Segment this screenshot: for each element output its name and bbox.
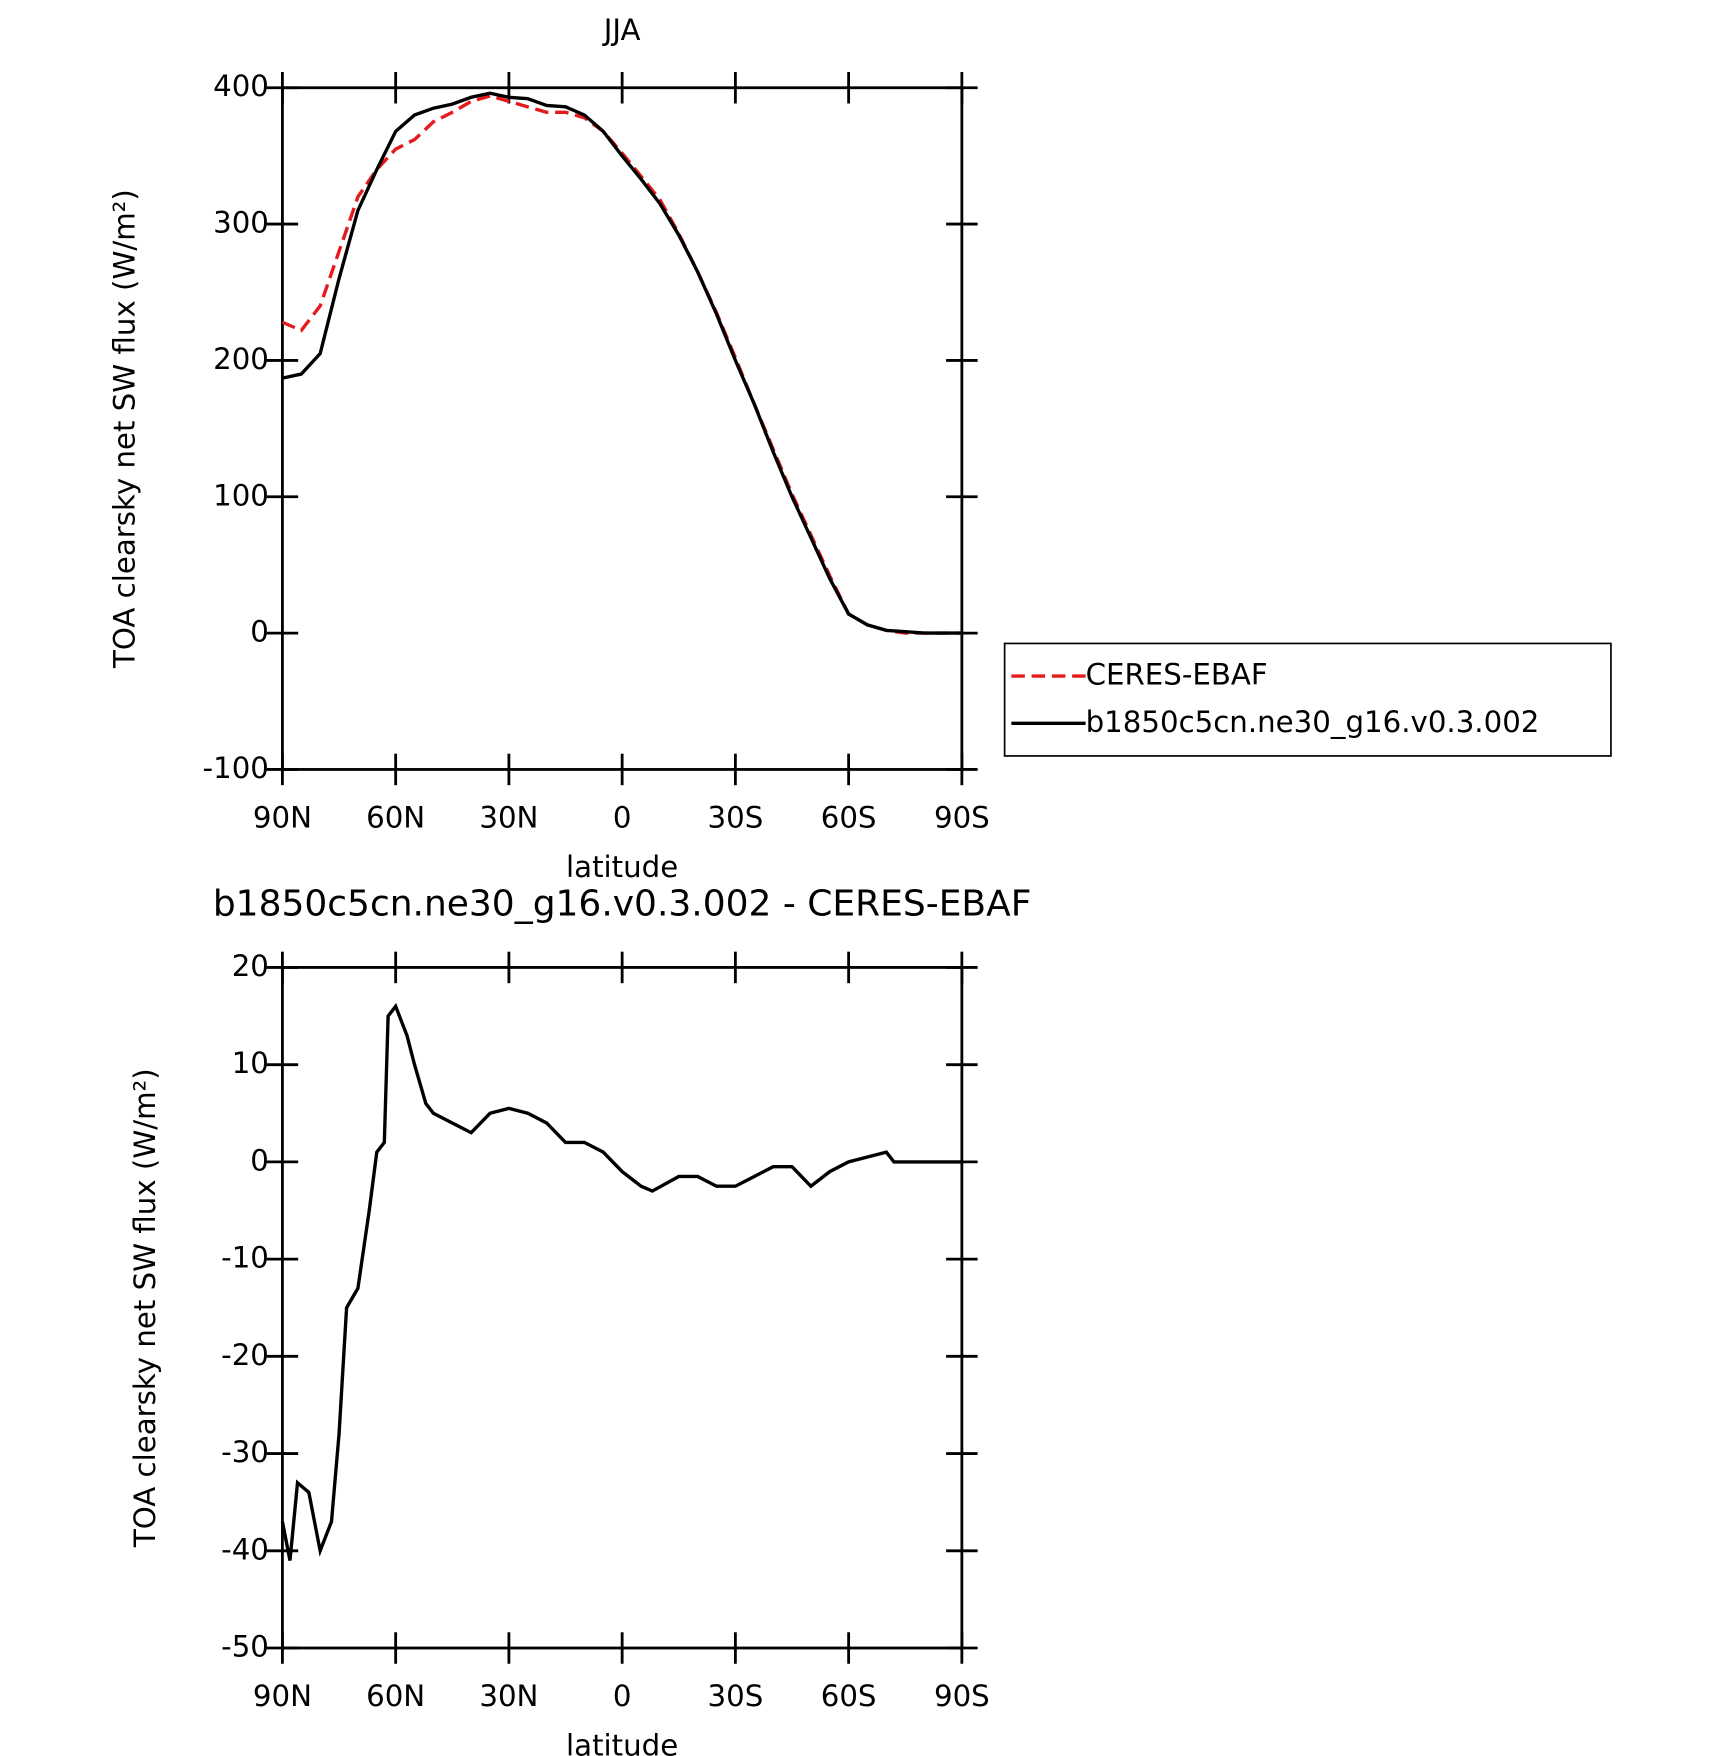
x-axis-label: latitude <box>566 1729 678 1756</box>
chart-title: JJA <box>602 13 641 47</box>
y-tick-label: 100 <box>213 478 269 512</box>
x-tick-label: 30N <box>479 1679 538 1713</box>
x-tick-label: 90N <box>253 1679 312 1713</box>
legend-label: CERES-EBAF <box>1086 658 1268 692</box>
x-tick-label: 60S <box>821 1679 877 1713</box>
y-axis-label: TOA clearsky net SW flux (W/m²) <box>128 1068 162 1548</box>
y-tick-label: 0 <box>250 1143 269 1177</box>
x-tick-label: 0 <box>613 800 632 834</box>
data-line <box>282 91 962 635</box>
y-tick-label: -50 <box>221 1630 269 1664</box>
data-line <box>280 1002 962 1561</box>
x-tick-label: 60N <box>366 1679 425 1713</box>
x-tick-label: 30S <box>708 800 764 834</box>
y-tick-label: 0 <box>250 615 269 649</box>
x-tick-label: 30N <box>479 800 538 834</box>
y-tick-label: 300 <box>213 206 269 240</box>
y-tick-label: 20 <box>232 949 269 983</box>
legend-box <box>1003 642 1612 757</box>
y-tick-label: -20 <box>221 1338 269 1372</box>
y-tick-label: 10 <box>232 1046 269 1080</box>
legend-label: b1850c5cn.ne30_g16.v0.3.002 <box>1086 705 1540 739</box>
x-tick-label: 90S <box>934 800 990 834</box>
data-line <box>281 94 962 635</box>
x-axis-label: latitude <box>566 850 678 884</box>
x-tick-label: 60N <box>366 800 425 834</box>
y-tick-label: -30 <box>221 1435 269 1469</box>
x-tick-label: 90S <box>934 1679 990 1713</box>
y-tick-label: -100 <box>203 751 269 785</box>
plot-frame <box>281 86 964 771</box>
plot-frame <box>281 966 964 1650</box>
y-tick-label: 200 <box>213 342 269 376</box>
x-tick-label: 90N <box>253 800 312 834</box>
x-tick-label: 0 <box>613 1679 632 1713</box>
x-tick-label: 30S <box>708 1679 764 1713</box>
y-tick-label: -40 <box>221 1532 269 1566</box>
x-tick-label: 60S <box>821 800 877 834</box>
y-axis-label: TOA clearsky net SW flux (W/m²) <box>108 189 142 669</box>
y-tick-label: -10 <box>221 1241 269 1275</box>
chart-title: b1850c5cn.ne30_g16.v0.3.002 - CERES-EBAF <box>213 884 1032 925</box>
y-tick-label: 400 <box>213 69 269 103</box>
